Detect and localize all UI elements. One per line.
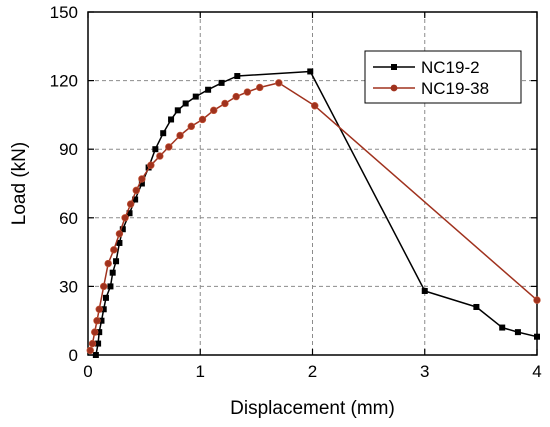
data-point xyxy=(116,239,123,246)
x-axis-title: Displacement (mm) xyxy=(230,398,395,419)
data-point xyxy=(499,324,506,331)
data-point xyxy=(92,352,99,358)
data-point xyxy=(176,131,184,140)
data-point xyxy=(234,73,241,80)
legend-entry-2: NC19-38 xyxy=(373,79,489,98)
data-point xyxy=(126,210,133,217)
data-point xyxy=(100,282,108,291)
data-point xyxy=(514,329,521,336)
data-point xyxy=(102,294,109,301)
legend-label-nc19-2: NC19-2 xyxy=(421,58,480,77)
data-point xyxy=(98,317,105,324)
data-point xyxy=(147,161,155,169)
data-point xyxy=(96,329,103,336)
legend: NC19-2 NC19-38 xyxy=(364,50,522,104)
data-point xyxy=(132,196,139,203)
x-tick-label: 0 xyxy=(83,362,92,381)
data-point xyxy=(473,303,480,310)
data-point xyxy=(115,230,124,238)
data-point xyxy=(93,317,101,325)
data-point xyxy=(256,83,264,92)
data-point xyxy=(119,226,126,233)
data-point xyxy=(275,79,283,87)
data-point xyxy=(104,259,112,268)
data-point xyxy=(126,200,135,208)
x-tick-label: 4 xyxy=(532,362,541,381)
data-point xyxy=(121,214,129,222)
data-point xyxy=(88,339,97,348)
y-axis-title: Load (kN) xyxy=(9,142,30,225)
data-point xyxy=(174,107,181,114)
y-tick-label: 150 xyxy=(50,3,78,22)
x-tick-label: 1 xyxy=(196,362,205,381)
series-2 xyxy=(86,79,541,355)
data-point xyxy=(100,306,107,313)
axis-ticks xyxy=(87,11,538,356)
data-point xyxy=(107,283,114,290)
data-point xyxy=(138,175,146,183)
data-point xyxy=(113,258,120,265)
data-point xyxy=(533,296,541,304)
data-point xyxy=(205,86,212,93)
data-point xyxy=(534,333,540,340)
series-1 xyxy=(92,68,540,358)
y-tick-label: 90 xyxy=(59,140,78,159)
data-point xyxy=(165,143,173,151)
legend-label-nc19-38: NC19-38 xyxy=(421,79,489,98)
data-point xyxy=(421,287,428,294)
data-point xyxy=(95,305,103,313)
data-point xyxy=(86,346,94,355)
data-point xyxy=(132,186,140,195)
data-point xyxy=(109,269,116,276)
data-point xyxy=(243,88,252,96)
data-point xyxy=(198,115,207,124)
data-point xyxy=(95,340,102,347)
data-point xyxy=(311,102,319,110)
legend-entry-1: NC19-2 xyxy=(373,58,480,77)
data-point xyxy=(91,328,99,336)
y-tick-label: 0 xyxy=(69,346,78,365)
data-point xyxy=(187,122,195,131)
data-point xyxy=(168,116,175,123)
data-point xyxy=(232,92,240,101)
data-point xyxy=(156,152,164,160)
legend-box xyxy=(364,50,522,104)
data-point xyxy=(307,68,314,75)
y-tick-label: 60 xyxy=(59,209,78,228)
x-tick-label: 3 xyxy=(420,362,429,381)
y-tick-label: 120 xyxy=(50,72,78,91)
legend-marker-square xyxy=(391,64,397,70)
data-point xyxy=(182,100,189,107)
data-point xyxy=(221,99,229,108)
legend-marker-circle xyxy=(390,84,398,92)
data-point xyxy=(110,246,118,254)
series-layer xyxy=(86,68,541,358)
data-point xyxy=(210,106,218,115)
data-point xyxy=(192,93,199,100)
y-tick-label: 30 xyxy=(59,277,78,296)
axis-tick-labels: 0 1 2 3 4 0 30 60 90 120 150 xyxy=(50,3,542,381)
data-point xyxy=(138,180,145,187)
data-point xyxy=(152,146,159,153)
data-point xyxy=(218,79,225,86)
data-point xyxy=(160,130,167,137)
x-tick-label: 2 xyxy=(308,362,317,381)
